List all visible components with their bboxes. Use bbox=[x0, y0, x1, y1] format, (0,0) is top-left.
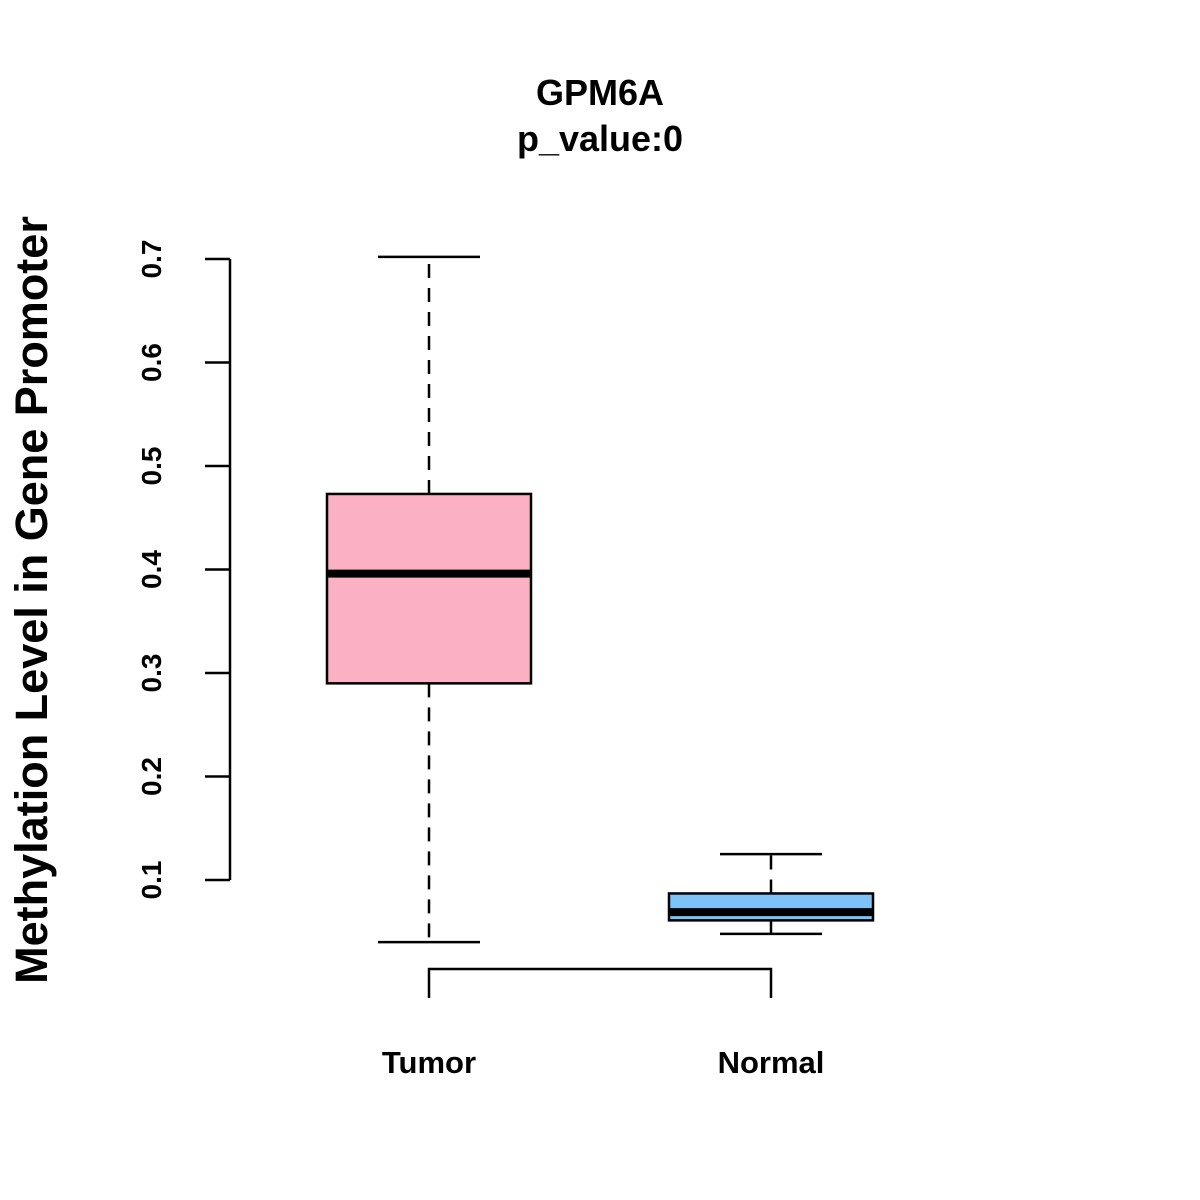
y-tick-label: 0.4 bbox=[136, 550, 167, 589]
box-iqr bbox=[325, 492, 533, 685]
box-normal bbox=[667, 852, 875, 936]
y-tick-label: 0.6 bbox=[136, 343, 167, 382]
y-tick-label: 0.1 bbox=[136, 861, 167, 900]
y-tick-label: 0.3 bbox=[136, 654, 167, 693]
box-iqr bbox=[667, 892, 875, 922]
comparison-bracket bbox=[427, 967, 773, 998]
box-tumor bbox=[325, 255, 533, 944]
y-tick-label: 0.2 bbox=[136, 757, 167, 796]
x-category-label: Tumor bbox=[382, 1045, 476, 1080]
chart-title: GPM6A bbox=[536, 72, 664, 113]
chart-subtitle: p_value:0 bbox=[517, 118, 683, 159]
y-axis-label: Methylation Level in Gene Promoter bbox=[6, 216, 57, 984]
y-tick-label: 0.5 bbox=[136, 447, 167, 486]
x-category-label: Normal bbox=[718, 1045, 825, 1080]
y-tick-label: 0.7 bbox=[136, 240, 167, 279]
